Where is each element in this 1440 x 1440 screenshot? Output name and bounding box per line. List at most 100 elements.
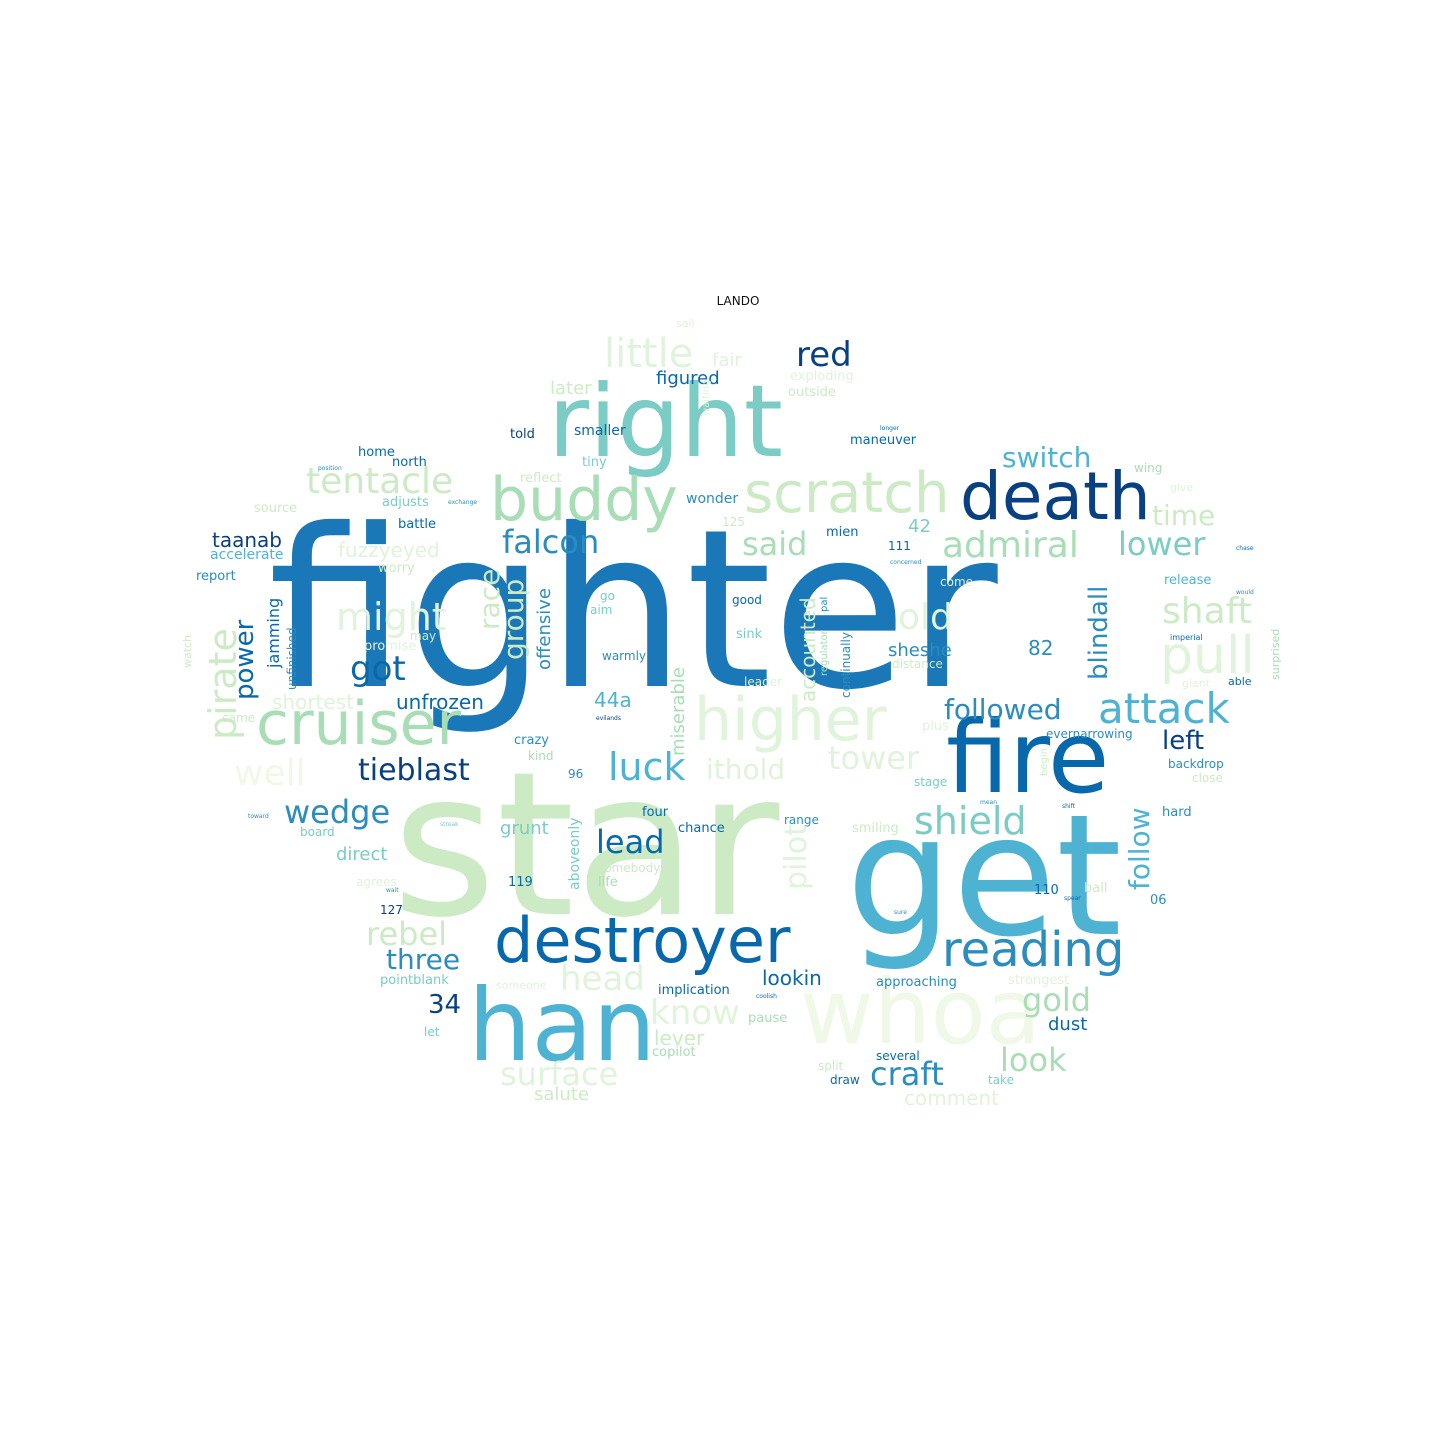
- cloud-word: reading: [942, 922, 1125, 978]
- cloud-word: spear: [1064, 895, 1081, 902]
- cloud-word: range: [784, 813, 819, 827]
- cloud-word: lever: [654, 1026, 705, 1050]
- cloud-word: would: [1236, 589, 1254, 596]
- cloud-word: mean: [980, 799, 998, 806]
- cloud-word: copilot: [652, 1045, 696, 1060]
- cloud-word: came: [222, 711, 256, 725]
- cloud-word: continually: [839, 632, 853, 698]
- cloud-word: said: [742, 525, 808, 563]
- cloud-word: agrees: [356, 875, 397, 889]
- cloud-word: streak: [440, 821, 459, 828]
- cloud-word: give: [1170, 481, 1194, 494]
- cloud-word: sheshe: [888, 640, 952, 661]
- cloud-word: tiny: [582, 455, 607, 470]
- cloud-word: pause: [748, 1011, 788, 1026]
- cloud-word: tieblast: [358, 753, 470, 788]
- cloud-word: death: [960, 458, 1151, 535]
- cloud-word: admiral: [942, 525, 1079, 566]
- cloud-word: gold: [1022, 981, 1092, 1019]
- cloud-word: taanab: [212, 528, 282, 552]
- cloud-word: draw: [830, 1073, 860, 1087]
- cloud-word: wedge: [284, 793, 391, 831]
- cloud-word: time: [1152, 499, 1216, 532]
- cloud-word: 34: [428, 990, 462, 1020]
- cloud-word: get: [846, 778, 1122, 974]
- cloud-word: accounted: [796, 597, 820, 702]
- cloud-word: leader: [744, 675, 783, 689]
- cloud-word: shortest: [272, 690, 354, 714]
- cloud-word: three: [386, 943, 461, 976]
- cloud-word: source: [254, 501, 298, 516]
- cloud-word: 111: [888, 539, 911, 553]
- cloud-word: told: [510, 427, 535, 442]
- cloud-word: strongest: [1008, 973, 1070, 988]
- cloud-word: follow: [1123, 807, 1156, 890]
- cloud-word: han: [468, 967, 657, 1084]
- cloud-word: outside: [788, 385, 836, 400]
- cloud-word: surprised: [1269, 628, 1282, 680]
- cloud-word: offensive: [534, 587, 555, 670]
- cloud-word: left: [1162, 726, 1205, 756]
- cloud-word: pal: [819, 596, 830, 612]
- cloud-word: four: [642, 805, 669, 820]
- cloud-word: lower: [1118, 525, 1206, 563]
- cloud-word: sink: [736, 627, 763, 642]
- cloud-word: go: [600, 589, 615, 603]
- cloud-word: little: [604, 331, 694, 377]
- cloud-word: rebel: [366, 915, 448, 953]
- cloud-word: evilands: [596, 715, 621, 722]
- cloud-word: smiling: [852, 821, 899, 836]
- cloud-word: later: [550, 378, 592, 399]
- cloud-word: wonder: [686, 491, 739, 507]
- cloud-word: several: [876, 1049, 920, 1063]
- cloud-word: let: [424, 1025, 440, 1039]
- cloud-word: close: [1192, 771, 1223, 785]
- cloud-word: comment: [904, 1086, 1000, 1110]
- cloud-word: exploding: [790, 369, 854, 384]
- cloud-word: got: [350, 649, 406, 689]
- cloud-word: evernarrowing: [1046, 727, 1133, 741]
- cloud-word: 42: [908, 516, 931, 537]
- cloud-word: falcon: [502, 523, 600, 561]
- cloud-word: kind: [528, 749, 554, 763]
- cloud-word: approaching: [876, 975, 957, 990]
- cloud-word: longer: [880, 425, 900, 432]
- cloud-word: fuzzyeyed: [338, 538, 440, 562]
- cloud-word: well: [234, 753, 306, 794]
- cloud-word: tentacle: [306, 461, 454, 502]
- cloud-word: 44a: [594, 688, 632, 712]
- cloud-word: maneuver: [850, 433, 917, 448]
- cloud-word: pilot: [779, 824, 814, 890]
- cloud-word: toward: [248, 813, 269, 820]
- cloud-word: tower: [828, 739, 920, 777]
- cloud-word: 96: [568, 767, 584, 781]
- cloud-word: adjusts: [382, 495, 429, 510]
- cloud-word: concerned: [890, 559, 922, 566]
- cloud-word: 127: [380, 903, 403, 917]
- cloud-word: switch: [1002, 441, 1092, 474]
- cloud-word: ball: [1084, 881, 1108, 896]
- cloud-word: craft: [870, 1055, 944, 1093]
- cloud-word: pointblank: [380, 973, 449, 988]
- cloud-word: plus: [922, 719, 949, 734]
- cloud-word: surface: [500, 1055, 619, 1093]
- cloud-word: good: [732, 593, 762, 607]
- cloud-word: able: [1228, 675, 1252, 688]
- cloud-word: 119: [508, 875, 533, 890]
- cloud-word: 110: [1034, 883, 1059, 898]
- cloud-word: wing: [1134, 461, 1163, 475]
- cloud-word: know: [650, 993, 740, 1033]
- cloud-word: hard: [1162, 805, 1192, 820]
- cloud-word: jamming: [264, 597, 283, 668]
- cloud-word: backdrop: [1168, 757, 1224, 771]
- cloud-word: unfrozen: [396, 690, 484, 714]
- cloud-word: figured: [656, 368, 720, 389]
- cloud-word: star: [392, 729, 780, 962]
- cloud-word: crazy: [514, 733, 549, 748]
- cloud-word: stage: [914, 775, 948, 789]
- cloud-word: old: [898, 597, 953, 638]
- cloud-word: miserable: [668, 667, 689, 756]
- cloud-word: home: [358, 445, 395, 460]
- cloud-word: fire: [946, 699, 1110, 816]
